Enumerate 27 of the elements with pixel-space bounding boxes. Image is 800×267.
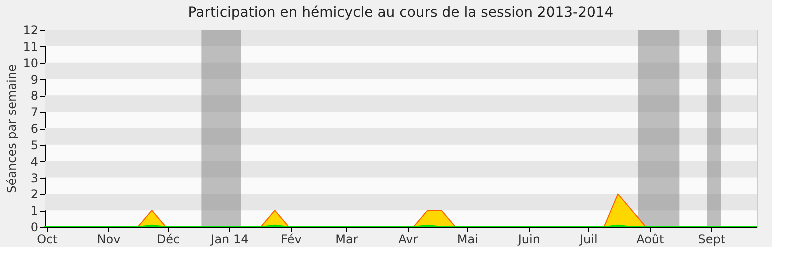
x-tick-label: Oct — [37, 232, 58, 246]
y-tick-label: 10 — [23, 56, 38, 70]
y-tick-label: 9 — [30, 72, 38, 87]
x-tick-label: Jan 14 — [210, 232, 249, 246]
y-tick-label: 5 — [30, 138, 38, 152]
x-tick-label: Août — [636, 232, 665, 246]
chart-title: Participation en hémicycle au cours de la session 2013-2014 — [188, 5, 614, 21]
y-tick-label: 7 — [30, 106, 38, 120]
x-tick-label: Juin — [517, 232, 540, 246]
y-tick-label: 6 — [30, 122, 38, 136]
y-tick-label: 4 — [30, 154, 38, 169]
y-tick-label: 2 — [30, 188, 38, 202]
x-tick-label: Nov — [97, 232, 121, 246]
y-tick-label: 12 — [23, 24, 38, 38]
x-tick-label: Mar — [336, 232, 358, 246]
y-tick-label: 3 — [30, 171, 38, 186]
x-tick-label: Fév — [281, 232, 302, 246]
y-tick-label: 1 — [30, 204, 38, 218]
x-tick-label: Juil — [579, 232, 598, 246]
x-tick-label: Sept — [698, 232, 726, 246]
y-tick-label: 8 — [30, 89, 38, 104]
y-tick-label: 0 — [30, 220, 38, 234]
y-tick-label: 11 — [23, 40, 38, 54]
x-tick-label: Déc — [156, 232, 180, 246]
x-tick-label: Avr — [398, 232, 418, 246]
y-axis-title: Séances par semaine — [5, 64, 20, 194]
x-tick-label: Mai — [457, 232, 478, 246]
